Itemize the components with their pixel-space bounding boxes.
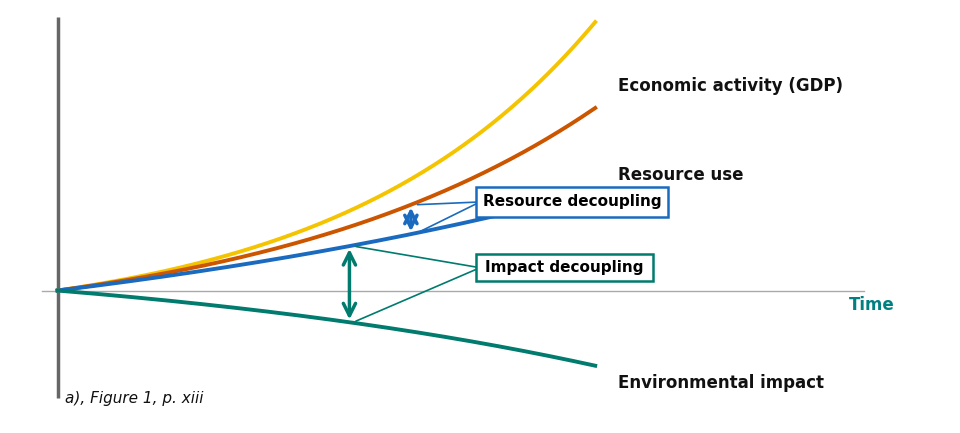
Text: Impact decoupling: Impact decoupling	[485, 260, 644, 275]
Text: Economic activity (GDP): Economic activity (GDP)	[618, 77, 843, 94]
FancyBboxPatch shape	[476, 254, 653, 281]
Text: Time: Time	[849, 296, 895, 314]
Text: Environmental impact: Environmental impact	[618, 375, 825, 392]
FancyBboxPatch shape	[476, 187, 668, 217]
Text: Resource decoupling: Resource decoupling	[483, 194, 661, 210]
Text: a), Figure 1, p. xiii: a), Figure 1, p. xiii	[65, 391, 204, 406]
Text: Resource use: Resource use	[618, 166, 744, 184]
